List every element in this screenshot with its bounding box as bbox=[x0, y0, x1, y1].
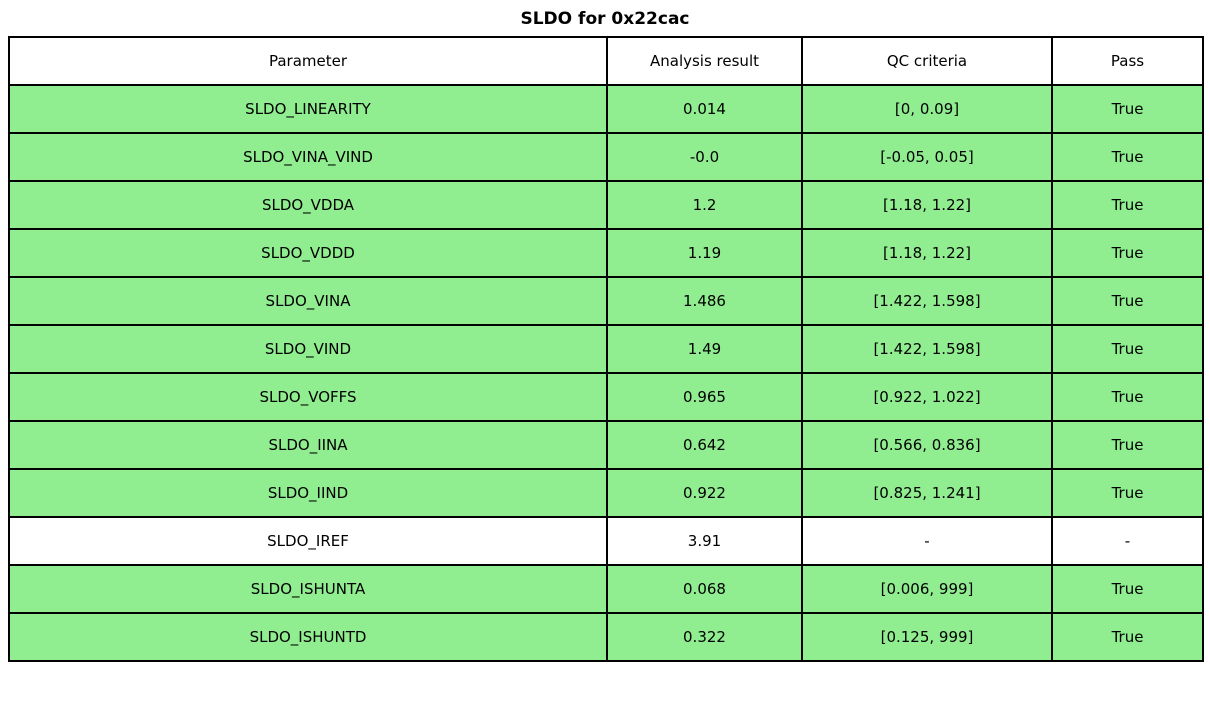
pass-cell: True bbox=[1051, 228, 1204, 278]
pass-cell: True bbox=[1051, 132, 1204, 182]
parameter-cell: SLDO_VIND bbox=[8, 324, 608, 374]
qc-criteria-cell: [0, 0.09] bbox=[801, 84, 1053, 134]
analysis-result-cell: 0.068 bbox=[606, 564, 803, 614]
parameter-cell: SLDO_VOFFS bbox=[8, 372, 608, 422]
table-row: SLDO_VDDD 1.19 [1.18, 1.22] True bbox=[8, 228, 1204, 278]
analysis-result-cell: -0.0 bbox=[606, 132, 803, 182]
column-header-pass: Pass bbox=[1051, 36, 1204, 86]
pass-cell: True bbox=[1051, 468, 1204, 518]
parameter-cell: SLDO_IIND bbox=[8, 468, 608, 518]
column-header-parameter: Parameter bbox=[8, 36, 608, 86]
table-row: SLDO_VINA_VIND -0.0 [-0.05, 0.05] True bbox=[8, 132, 1204, 182]
parameter-cell: SLDO_VINA bbox=[8, 276, 608, 326]
parameter-cell: SLDO_ISHUNTA bbox=[8, 564, 608, 614]
parameter-cell: SLDO_LINEARITY bbox=[8, 84, 608, 134]
analysis-result-cell: 3.91 bbox=[606, 516, 803, 566]
pass-cell: True bbox=[1051, 180, 1204, 230]
pass-cell: True bbox=[1051, 612, 1204, 662]
pass-cell: True bbox=[1051, 372, 1204, 422]
pass-cell: True bbox=[1051, 420, 1204, 470]
parameter-cell: SLDO_IREF bbox=[8, 516, 608, 566]
analysis-result-cell: 0.965 bbox=[606, 372, 803, 422]
analysis-result-cell: 1.486 bbox=[606, 276, 803, 326]
table-row: SLDO_VOFFS 0.965 [0.922, 1.022] True bbox=[8, 372, 1204, 422]
qc-criteria-cell: [-0.05, 0.05] bbox=[801, 132, 1053, 182]
table-row: SLDO_ISHUNTD 0.322 [0.125, 999] True bbox=[8, 612, 1204, 662]
column-header-qc-criteria: QC criteria bbox=[801, 36, 1053, 86]
analysis-result-cell: 0.014 bbox=[606, 84, 803, 134]
table-row: SLDO_VINA 1.486 [1.422, 1.598] True bbox=[8, 276, 1204, 326]
table-body: SLDO_LINEARITY 0.014 [0, 0.09] True SLDO_VIN… bbox=[8, 84, 1204, 662]
page-title: SLDO for 0x22cac bbox=[520, 9, 690, 29]
analysis-result-cell: 0.322 bbox=[606, 612, 803, 662]
table-header-row: Parameter Analysis result QC criteria Pa… bbox=[8, 36, 1204, 86]
column-header-analysis-result: Analysis result bbox=[606, 36, 803, 86]
qc-criteria-cell: [0.922, 1.022] bbox=[801, 372, 1053, 422]
table-row: SLDO_IINA 0.642 [0.566, 0.836] True bbox=[8, 420, 1204, 470]
qc-criteria-cell: [1.18, 1.22] bbox=[801, 180, 1053, 230]
table-row: SLDO_VDDA 1.2 [1.18, 1.22] True bbox=[8, 180, 1204, 230]
analysis-result-cell: 1.19 bbox=[606, 228, 803, 278]
table-row: SLDO_ISHUNTA 0.068 [0.006, 999] True bbox=[8, 564, 1204, 614]
table-row: SLDO_LINEARITY 0.014 [0, 0.09] True bbox=[8, 84, 1204, 134]
pass-cell: True bbox=[1051, 276, 1204, 326]
analysis-result-cell: 1.49 bbox=[606, 324, 803, 374]
qc-criteria-cell: [1.422, 1.598] bbox=[801, 324, 1053, 374]
parameter-cell: SLDO_IINA bbox=[8, 420, 608, 470]
pass-cell: - bbox=[1051, 516, 1204, 566]
pass-cell: True bbox=[1051, 564, 1204, 614]
parameter-cell: SLDO_VINA_VIND bbox=[8, 132, 608, 182]
table-row: SLDO_IREF 3.91- - bbox=[8, 516, 1204, 566]
qc-criteria-cell: [0.125, 999] bbox=[801, 612, 1053, 662]
analysis-result-cell: 0.922 bbox=[606, 468, 803, 518]
qc-criteria-cell: - bbox=[801, 516, 1053, 566]
pass-cell: True bbox=[1051, 84, 1204, 134]
table-row: SLDO_VIND 1.49 [1.422, 1.598] True bbox=[8, 324, 1204, 374]
qc-criteria-cell: [0.006, 999] bbox=[801, 564, 1053, 614]
parameter-cell: SLDO_ISHUNTD bbox=[8, 612, 608, 662]
parameter-cell: SLDO_VDDD bbox=[8, 228, 608, 278]
qc-criteria-cell: [0.566, 0.836] bbox=[801, 420, 1053, 470]
table-row: SLDO_IIND 0.922 [0.825, 1.241] True bbox=[8, 468, 1204, 518]
qc-criteria-cell: [1.18, 1.22] bbox=[801, 228, 1053, 278]
parameter-cell: SLDO_VDDA bbox=[8, 180, 608, 230]
qc-criteria-cell: [1.422, 1.598] bbox=[801, 276, 1053, 326]
analysis-result-cell: 0.642 bbox=[606, 420, 803, 470]
qc-criteria-cell: [0.825, 1.241] bbox=[801, 468, 1053, 518]
pass-cell: True bbox=[1051, 324, 1204, 374]
analysis-result-cell: 1.2 bbox=[606, 180, 803, 230]
qc-results-table: Parameter Analysis result QC criteria Pa… bbox=[8, 36, 1204, 662]
